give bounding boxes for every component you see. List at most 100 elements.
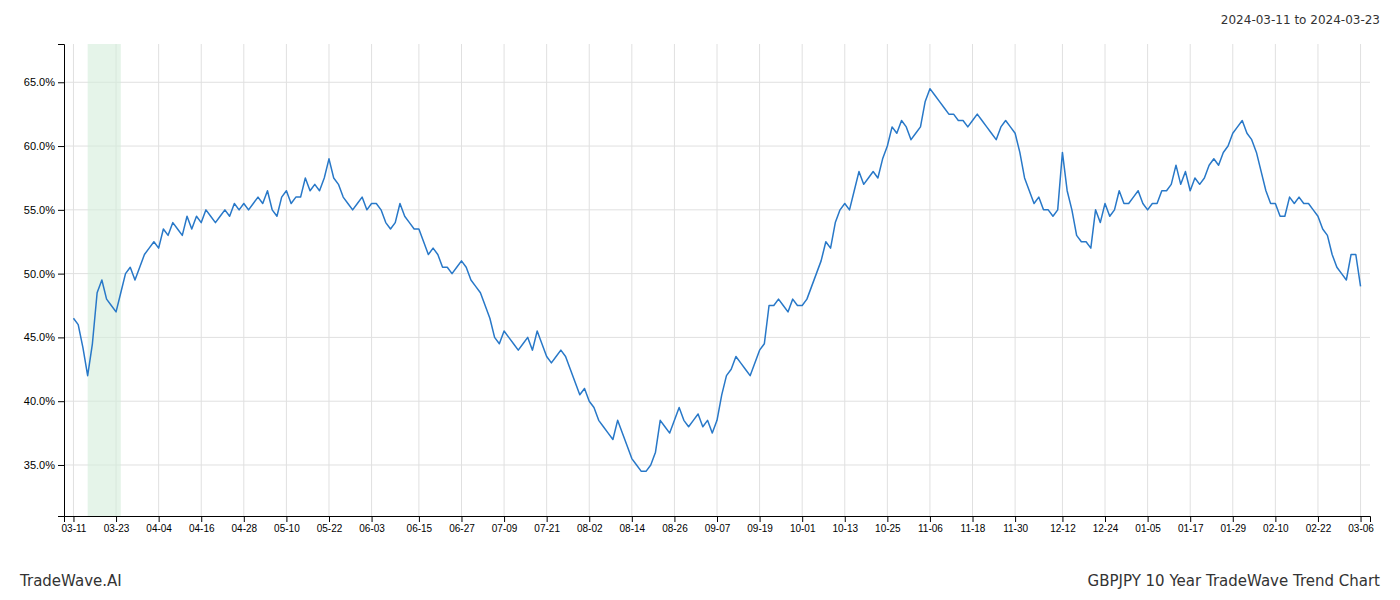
line	[73, 89, 1360, 472]
chart-container: 35.0% 40.0% 45.0% 50.0% 55.0% 60.0% 65.0% 03-11…	[0, 0, 1400, 600]
tick-label: 03-06	[1348, 523, 1374, 534]
tick-mark	[1062, 516, 1063, 522]
axis-line	[65, 517, 1371, 523]
grid-line	[1105, 44, 1106, 516]
tick-mark	[1361, 516, 1362, 522]
tick-label: 06-03	[359, 523, 385, 534]
grid-line	[243, 44, 244, 516]
plot-area: 35.0% 40.0% 45.0% 50.0% 55.0% 60.0% 65.0% 03-11…	[24, 44, 1374, 534]
grid-line	[759, 44, 760, 516]
tick-mark	[58, 401, 64, 402]
tick: 03-06	[1348, 516, 1374, 534]
tick: 12-24	[1093, 516, 1119, 534]
tick-mark	[419, 516, 420, 522]
tick: 40.0%	[24, 395, 64, 407]
tick-label: 02-10	[1263, 523, 1289, 534]
tick: 06-27	[449, 516, 475, 534]
tick-mark	[201, 516, 202, 522]
tick: 50.0%	[24, 268, 64, 280]
tick-label: 07-21	[534, 523, 560, 534]
y-axis: 35.0% 40.0% 45.0% 50.0% 55.0% 60.0% 65.0%	[24, 45, 65, 517]
tick-label: 08-02	[577, 523, 603, 534]
tick: 08-02	[577, 516, 603, 534]
tick-label: 40.0%	[24, 395, 55, 407]
tick: 11-06	[918, 516, 943, 534]
tick-label: 60.0%	[24, 140, 55, 152]
tick-mark	[632, 516, 633, 522]
tick: 01-05	[1135, 516, 1161, 534]
tick: 11-18	[961, 516, 986, 534]
tick-mark	[73, 516, 74, 522]
tick-label: 09-19	[747, 523, 773, 534]
tick-label: 04-04	[146, 523, 172, 534]
tick-mark	[1318, 516, 1319, 522]
tick-label: 65.0%	[24, 76, 55, 88]
grid-line	[1232, 44, 1233, 516]
tick-mark	[58, 82, 64, 83]
tick-label: 07-09	[492, 523, 518, 534]
tick-label: 50.0%	[24, 268, 55, 280]
tick: 08-26	[662, 516, 688, 534]
x-axis: 03-1103-2304-0404-1604-2805-1005-2206-03…	[62, 516, 1375, 534]
tick-label: 11-18	[961, 523, 986, 534]
tick-label: 10-25	[875, 523, 901, 534]
tick-label: 08-14	[620, 523, 646, 534]
grid-line	[1190, 44, 1191, 516]
tick: 09-19	[747, 516, 773, 534]
tick-label: 10-13	[832, 523, 858, 534]
chart: 35.0% 40.0% 45.0% 50.0% 55.0% 60.0% 65.0% 03-11…	[0, 0, 1400, 600]
tick-mark	[760, 516, 761, 522]
tick-label: 05-22	[317, 523, 343, 534]
tick: 02-10	[1263, 516, 1289, 534]
tick-mark	[845, 516, 846, 522]
tick-label: 12-12	[1050, 523, 1076, 534]
tick-mark	[802, 516, 803, 522]
tick-mark	[1275, 516, 1276, 522]
grid-line	[929, 44, 930, 516]
subtitle: 2024-03-11 to 2024-03-23	[1221, 13, 1380, 27]
grid-line	[286, 44, 287, 516]
tick: 10-25	[875, 516, 901, 534]
tick: 06-15	[407, 516, 433, 534]
tick-mark	[461, 516, 462, 522]
tick-label: 03-11	[62, 523, 87, 534]
annotation: TradeWave.AI	[19, 572, 122, 590]
tick-label: 01-29	[1220, 523, 1246, 534]
tick-mark	[116, 516, 117, 522]
tick: 01-17	[1178, 516, 1204, 534]
grid-line	[371, 44, 372, 516]
tick: 04-28	[232, 516, 258, 534]
tick-label: 01-05	[1135, 523, 1161, 534]
grid-line	[631, 44, 632, 516]
tick-label: 03-23	[104, 523, 130, 534]
tick: 07-09	[492, 516, 518, 534]
tick-label: 04-28	[232, 523, 258, 534]
tick-mark	[717, 516, 718, 522]
grid-line	[158, 44, 159, 516]
tick-mark	[1190, 516, 1191, 522]
tick: 04-16	[189, 516, 215, 534]
tick: 04-04	[146, 516, 172, 534]
grid-line	[73, 44, 74, 516]
grid-line	[1275, 44, 1276, 516]
tick-mark	[58, 465, 64, 466]
tick-label: 02-22	[1306, 523, 1332, 534]
tick-label: 11-06	[918, 523, 943, 534]
tick: 07-21	[534, 516, 560, 534]
tick-mark	[286, 516, 287, 522]
axis-line	[58, 45, 65, 517]
tick: 55.0%	[24, 204, 64, 216]
grid-line	[717, 44, 718, 516]
tick-mark	[372, 516, 373, 522]
tick-label: 35.0%	[24, 459, 55, 471]
tick-label: 10-01	[790, 523, 816, 534]
grid-line	[1062, 44, 1063, 516]
grid-line	[589, 44, 590, 516]
tick: 45.0%	[24, 331, 64, 343]
tick: 03-11	[62, 516, 87, 534]
tick: 01-29	[1220, 516, 1246, 534]
tick: 06-03	[359, 516, 385, 534]
tick-label: 45.0%	[24, 331, 55, 343]
grid-line	[201, 44, 202, 516]
marks	[73, 44, 1360, 516]
